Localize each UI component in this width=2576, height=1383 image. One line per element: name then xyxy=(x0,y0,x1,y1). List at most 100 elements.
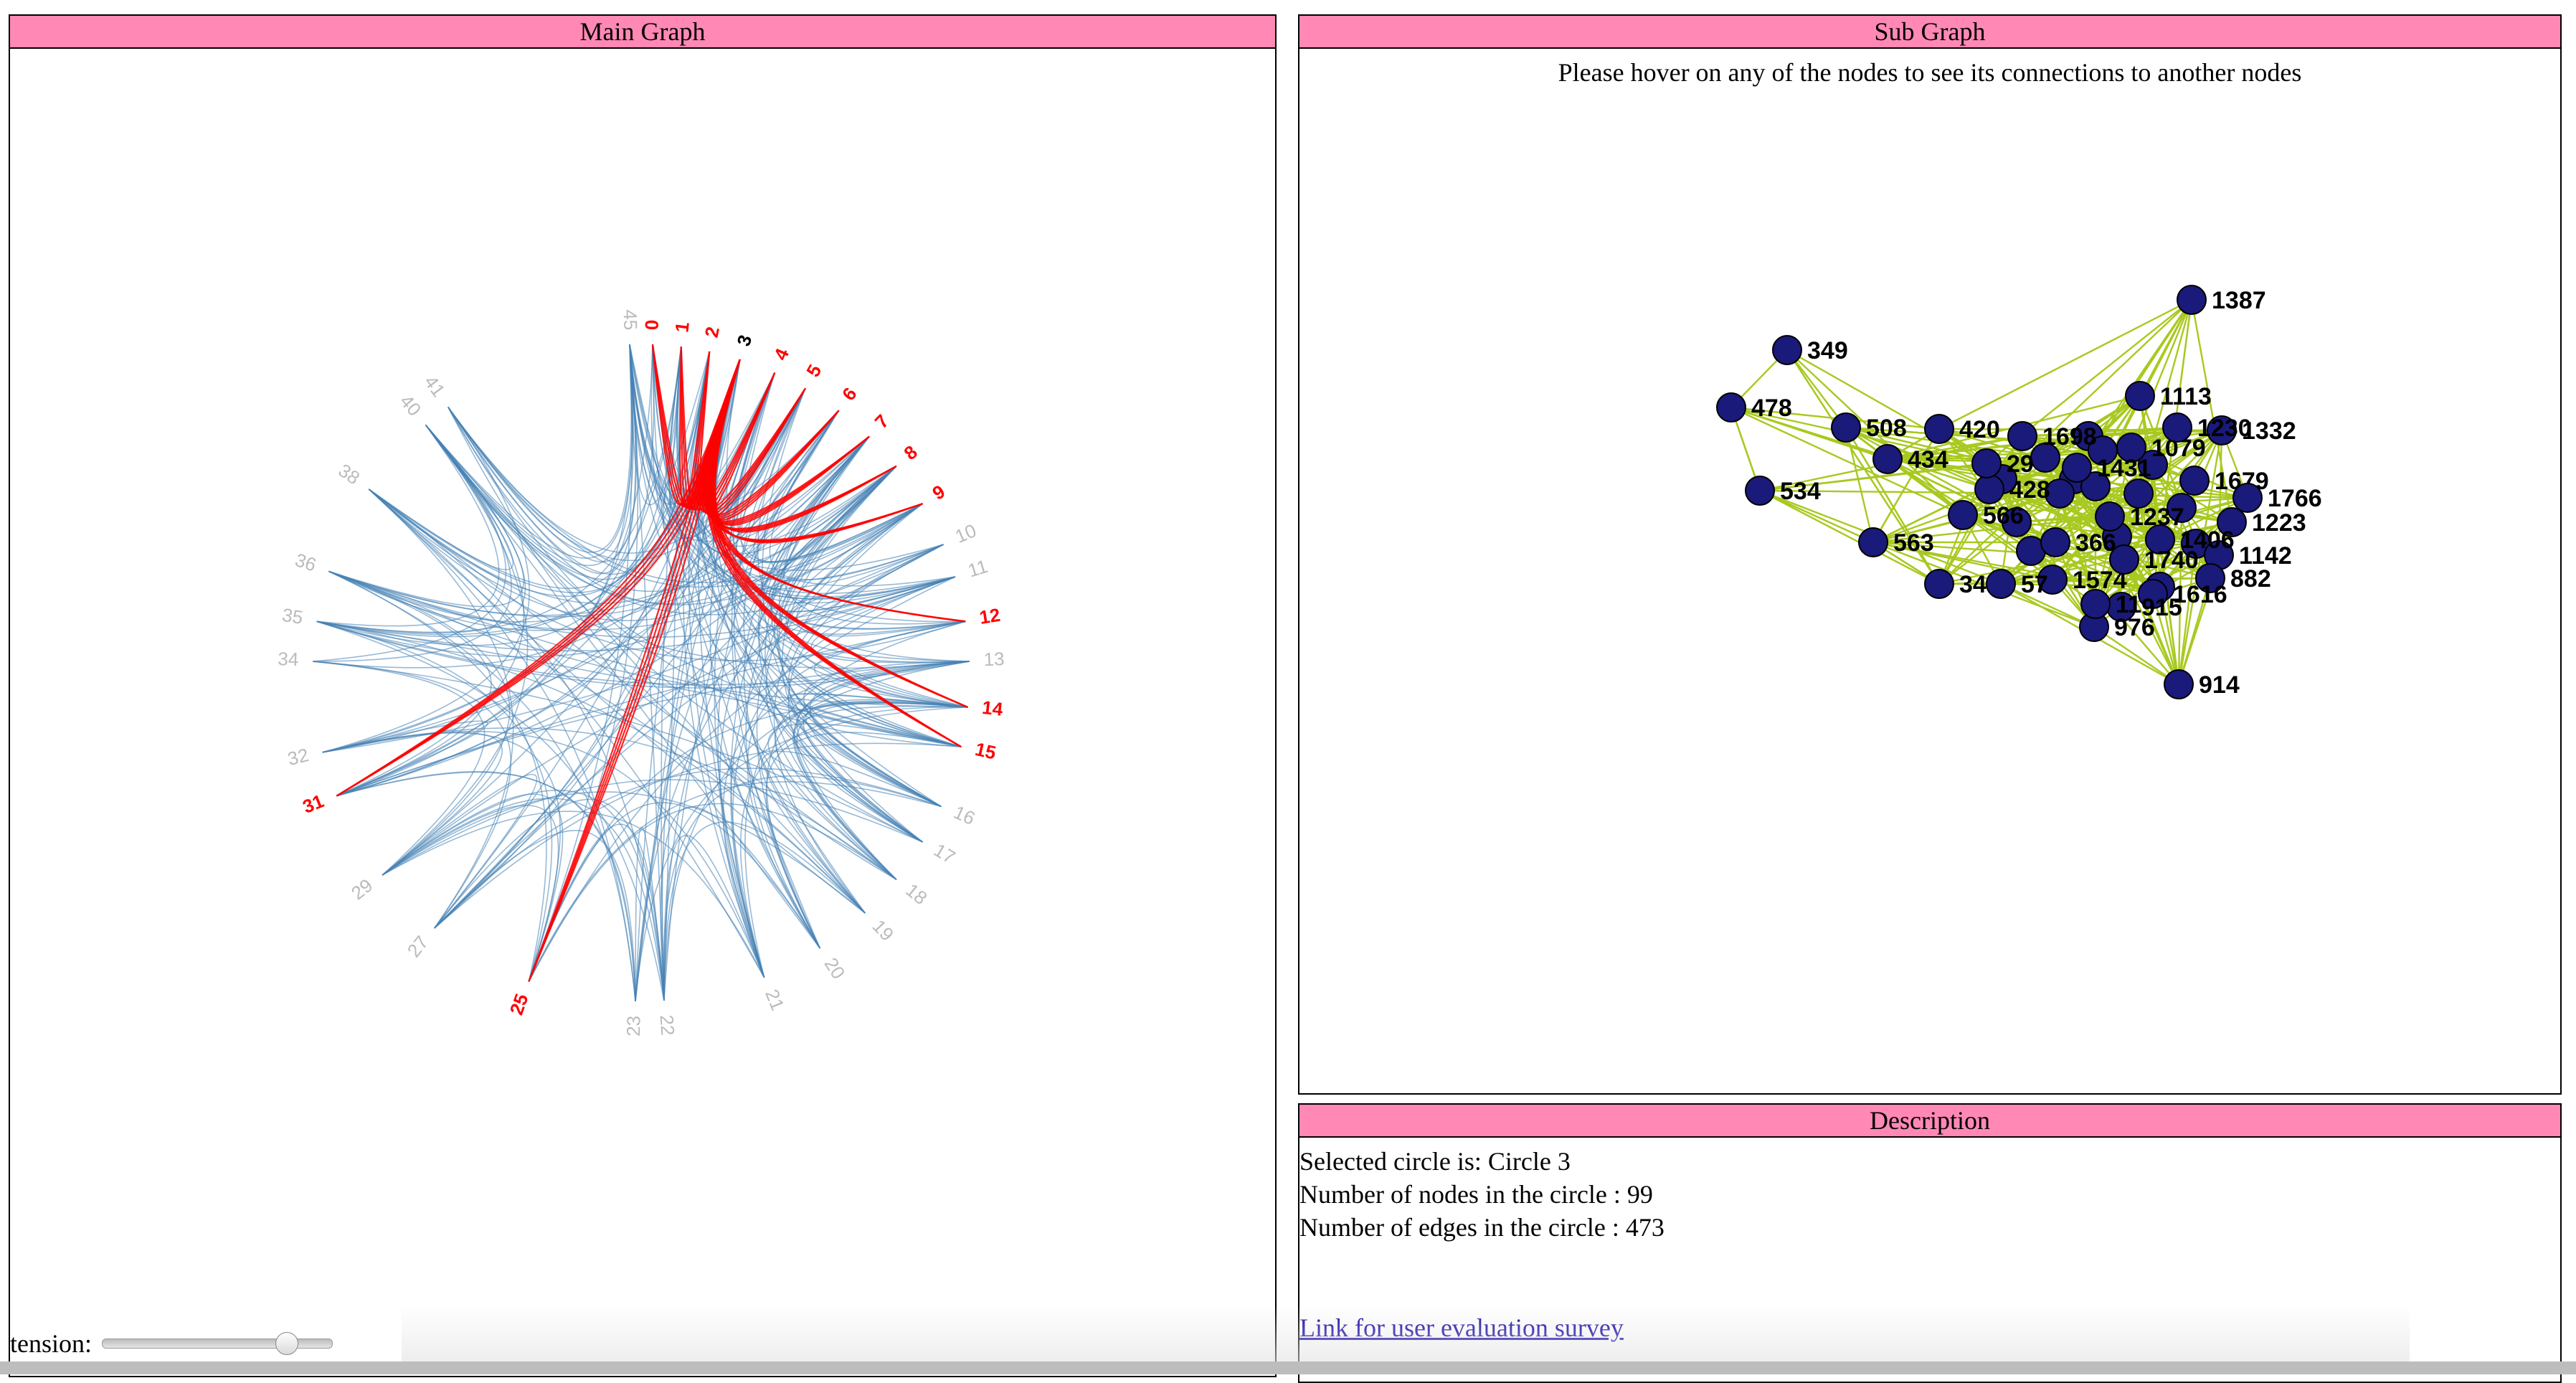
edge xyxy=(322,435,870,753)
chord-diagram[interactable]: 45 0 1 234567891011121314151617181920212223… xyxy=(10,49,1275,1376)
force-node-1387[interactable] xyxy=(2177,285,2207,315)
force-node-1698[interactable] xyxy=(2007,421,2037,451)
node-label-35[interactable]: 35 xyxy=(280,604,304,628)
node-label-12[interactable]: 12 xyxy=(977,604,1001,628)
force-node[interactable] xyxy=(2167,493,2197,523)
survey-link[interactable]: Link for user evaluation survey xyxy=(1299,1313,1624,1342)
force-node[interactable] xyxy=(2030,443,2060,473)
node-label-22[interactable]: 22 xyxy=(655,1014,678,1037)
force-node[interactable] xyxy=(2138,450,2168,480)
node-label-10[interactable]: 10 xyxy=(952,519,979,547)
node-label-40[interactable]: 40 xyxy=(396,390,426,420)
force-node-566[interactable] xyxy=(1948,500,1978,530)
force-node-label-1142: 1142 xyxy=(2239,542,2292,570)
node-label-14[interactable]: 14 xyxy=(981,697,1004,720)
edge xyxy=(382,793,564,982)
edge xyxy=(368,488,665,1001)
node-label-23[interactable]: 23 xyxy=(622,1016,645,1037)
node-label-9[interactable]: 9 xyxy=(929,481,949,504)
node-label-36[interactable]: 36 xyxy=(293,549,319,575)
force-node-420[interactable] xyxy=(1924,414,1954,444)
force-node-478[interactable] xyxy=(1716,392,1746,423)
force-node-508[interactable] xyxy=(1831,412,1861,443)
force-node-1332[interactable] xyxy=(2207,415,2237,445)
edge xyxy=(528,702,968,982)
node-label-31[interactable]: 31 xyxy=(300,790,327,818)
force-node-34[interactable] xyxy=(1924,569,1954,599)
node-label-45[interactable]: 45 xyxy=(619,309,641,331)
force-node-1740[interactable] xyxy=(2109,544,2139,575)
node-label-8[interactable]: 8 xyxy=(900,441,922,464)
force-node-1574[interactable] xyxy=(2037,565,2068,595)
node-label-6[interactable]: 6 xyxy=(838,383,861,405)
edge xyxy=(448,407,962,747)
force-node[interactable] xyxy=(2045,478,2075,509)
force-node-11[interactable] xyxy=(2080,589,2111,619)
force-node[interactable] xyxy=(2080,471,2111,501)
node-label-1[interactable]: 1 xyxy=(671,321,693,334)
node-label-27[interactable]: 27 xyxy=(403,932,433,961)
force-edge xyxy=(1845,427,1941,585)
node-label-5[interactable]: 5 xyxy=(802,361,825,381)
node-label-11[interactable]: 11 xyxy=(965,555,990,582)
force-node-366[interactable] xyxy=(2040,527,2070,557)
node-label-7[interactable]: 7 xyxy=(871,410,894,433)
edge xyxy=(663,834,765,1001)
edge xyxy=(425,351,711,580)
force-node-563[interactable] xyxy=(1858,527,1888,557)
force-node-1113[interactable] xyxy=(2125,381,2155,411)
force-node-1230[interactable] xyxy=(2162,412,2192,443)
tension-slider[interactable] xyxy=(102,1332,333,1355)
node-label-3[interactable]: 3 xyxy=(732,332,756,349)
force-node-434[interactable] xyxy=(1872,444,1903,474)
node-label-20[interactable]: 20 xyxy=(820,954,850,983)
force-node-534[interactable] xyxy=(1745,476,1775,506)
force-node-1679[interactable] xyxy=(2179,466,2210,496)
tension-slider-thumb[interactable] xyxy=(275,1332,298,1355)
force-edge xyxy=(1872,541,2095,628)
force-node-1223[interactable] xyxy=(2217,507,2247,537)
force-node-882[interactable] xyxy=(2195,563,2225,593)
force-node-914[interactable] xyxy=(2164,669,2194,699)
force-node-428[interactable] xyxy=(1974,474,2004,504)
node-label-2[interactable]: 2 xyxy=(701,325,724,339)
edge xyxy=(368,488,966,661)
edge xyxy=(382,424,529,876)
node-label-25[interactable]: 25 xyxy=(506,991,533,1017)
force-node-57[interactable] xyxy=(1986,569,2016,599)
node-label-15[interactable]: 15 xyxy=(973,738,998,764)
force-node-1766[interactable] xyxy=(2232,483,2263,513)
force-node-1406[interactable] xyxy=(2145,524,2175,554)
force-node-1079[interactable] xyxy=(2116,433,2146,463)
force-node-29[interactable] xyxy=(1971,448,2002,478)
node-label-4[interactable]: 4 xyxy=(770,345,794,364)
force-node-1431[interactable] xyxy=(2062,453,2092,483)
edge xyxy=(760,750,942,914)
force-node-1237[interactable] xyxy=(2095,501,2125,532)
force-node-label-434: 434 xyxy=(1908,446,1948,473)
edge xyxy=(652,344,923,563)
force-node-349[interactable] xyxy=(1772,335,1802,365)
node-label-0[interactable]: 0 xyxy=(641,319,663,331)
node-label-18[interactable]: 18 xyxy=(901,879,931,910)
node-label-17[interactable]: 17 xyxy=(930,839,959,869)
node-label-19[interactable]: 19 xyxy=(868,915,899,945)
edge-count-text: Number of edges in the circle : 473 xyxy=(1299,1213,1665,1242)
force-node-label-563: 563 xyxy=(1893,529,1934,557)
node-label-32[interactable]: 32 xyxy=(285,744,311,770)
force-edge xyxy=(2139,299,2193,397)
node-label-13[interactable]: 13 xyxy=(983,648,1005,670)
node-label-16[interactable]: 16 xyxy=(950,801,978,829)
node-label-34[interactable]: 34 xyxy=(278,648,299,670)
force-node-1616[interactable] xyxy=(2138,579,2168,609)
force-node[interactable] xyxy=(2123,478,2154,509)
force-node[interactable] xyxy=(2002,507,2032,537)
force-edge xyxy=(1938,428,2118,538)
node-label-38[interactable]: 38 xyxy=(335,459,364,488)
edge xyxy=(336,466,897,797)
node-label-29[interactable]: 29 xyxy=(347,874,377,904)
node-label-21[interactable]: 21 xyxy=(761,986,789,1014)
node-label-41[interactable]: 41 xyxy=(420,372,450,401)
